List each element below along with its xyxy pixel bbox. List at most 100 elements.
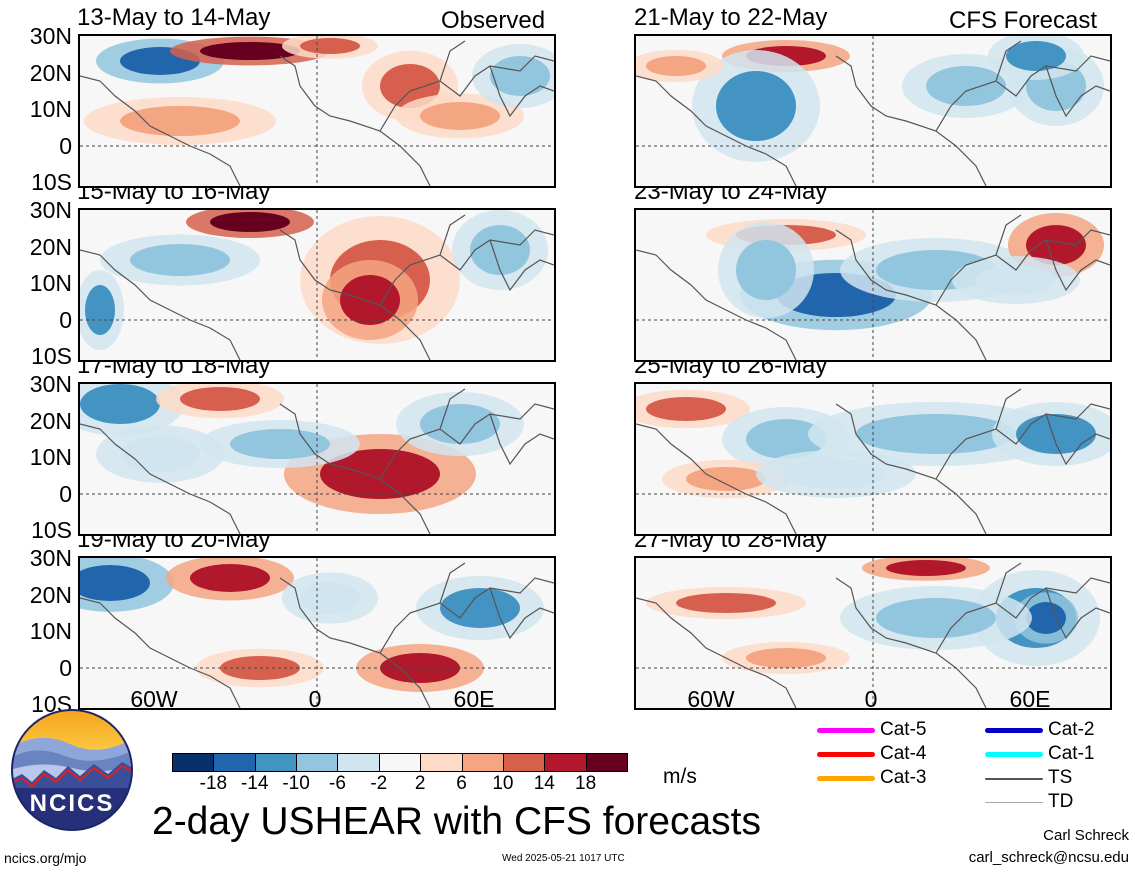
colorbar-tick-label: 2 [414, 773, 426, 794]
shear-contour [230, 429, 330, 459]
colorbar-tick-label: -18 [199, 773, 228, 794]
shear-field-obs-1 [80, 36, 554, 186]
shear-contour [646, 56, 706, 76]
map-panel-obs-3 [78, 382, 556, 536]
shear-contour [1006, 41, 1066, 71]
lon-label-60w-right: 60W [687, 686, 735, 712]
forecast-column-label: CFS Forecast [949, 7, 1098, 34]
ncics-logo-icon [11, 709, 133, 831]
colorbar-tick-label: -14 [240, 773, 269, 794]
shear-contour [746, 648, 826, 668]
lat-label-20n: 20N [29, 581, 72, 608]
shear-field-obs-4 [80, 558, 554, 708]
legend-label: Cat-2 [1048, 719, 1095, 740]
coastline [636, 562, 1110, 708]
colorbar [172, 753, 628, 772]
map-panel-fcst-3 [634, 382, 1112, 536]
shear-contour [300, 38, 360, 54]
shear-contour [120, 436, 200, 472]
coastline [80, 40, 554, 186]
lat-label-10s: 10S [31, 169, 72, 195]
shear-contour [380, 64, 440, 108]
lat-label-10s: 10S [31, 691, 72, 717]
shear-contour [886, 560, 966, 576]
shear-contour [1026, 602, 1066, 634]
colorbar-swatch [502, 753, 546, 772]
author-name: Carl Schreck [1043, 827, 1129, 844]
lat-label-0: 0 [59, 654, 72, 681]
lon-label-60w-left: 60W [130, 686, 178, 712]
colorbar-swatch [172, 753, 215, 772]
source-url: ncics.org/mjo [4, 850, 87, 866]
coastline [636, 388, 1110, 534]
author-email: carl_schreck@ncsu.edu [968, 849, 1129, 866]
lat-label-30n: 30N [29, 545, 72, 571]
lat-label-10s: 10S [31, 517, 72, 543]
lat-label-0: 0 [59, 132, 72, 159]
colorbar-tick-label: -6 [329, 773, 346, 794]
legend-label: Cat-5 [880, 719, 927, 740]
shear-field-obs-2 [80, 210, 554, 360]
lat-label-30n: 30N [29, 23, 72, 49]
shear-contour [420, 404, 500, 444]
shear-contour [856, 414, 1016, 454]
shear-contour [180, 387, 260, 411]
coastline [80, 214, 554, 360]
legend-label: Cat-3 [880, 767, 927, 788]
shear-contour [716, 71, 796, 141]
lat-label-10n: 10N [29, 270, 72, 296]
shear-field-fcst-4 [636, 558, 1110, 708]
shear-contour [876, 598, 996, 638]
shear-contour [340, 275, 400, 325]
coastline [636, 40, 1110, 186]
shear-contour [80, 384, 160, 424]
map-panel-obs-4 [78, 556, 556, 710]
lat-label-30n: 30N [29, 197, 72, 223]
colorbar-tick-label: 14 [533, 773, 555, 794]
legend-line [817, 728, 875, 733]
lat-label-0: 0 [59, 480, 72, 507]
shear-contour [190, 564, 270, 592]
shear-contour [1016, 414, 1096, 454]
colorbar-swatch [337, 753, 380, 772]
shear-contour [470, 225, 530, 275]
shear-contour [80, 565, 150, 601]
lat-label-20n: 20N [29, 233, 72, 260]
coastline [80, 388, 554, 534]
colorbar-swatch [378, 753, 422, 772]
shear-contour [746, 419, 826, 459]
coastline [80, 562, 554, 708]
unit-label: m/s [663, 765, 697, 788]
legend-label: Cat-1 [1048, 743, 1095, 764]
shear-contour [85, 285, 115, 335]
map-panel-obs-2 [78, 208, 556, 362]
shear-contour [646, 397, 726, 421]
legend-label: Cat-4 [880, 743, 927, 764]
colorbar-swatch [213, 753, 256, 772]
shear-contour [380, 653, 460, 683]
lat-label-0: 0 [59, 306, 72, 333]
colorbar-swatch [585, 753, 628, 772]
shear-contour [130, 244, 230, 276]
shear-contour [120, 106, 240, 136]
timestamp: Wed 2025-05-21 1017 UTC [502, 853, 625, 864]
legend-line [817, 752, 875, 757]
shear-contour [976, 265, 1056, 295]
shear-contour [686, 467, 766, 491]
shear-contour [200, 42, 300, 60]
ncics-logo: NCICS [10, 708, 134, 832]
lon-label-60e-right: 60E [1009, 686, 1051, 712]
shear-field-fcst-3 [636, 384, 1110, 534]
colorbar-tick-label: 18 [575, 773, 597, 794]
shear-contour [210, 212, 290, 232]
lat-label-30n: 30N [29, 371, 72, 397]
shear-contour [736, 240, 796, 300]
shear-contour [320, 449, 440, 499]
colorbar-tick-label: 6 [456, 773, 467, 794]
colorbar-swatch [296, 753, 339, 772]
shear-field-fcst-2 [636, 210, 1110, 360]
ncics-logo-text: NCICS [29, 790, 115, 817]
panel-title-obs-1: 13-May to 14-May [77, 4, 271, 31]
lat-label-10n: 10N [29, 444, 72, 470]
colorbar-swatch [544, 753, 587, 772]
